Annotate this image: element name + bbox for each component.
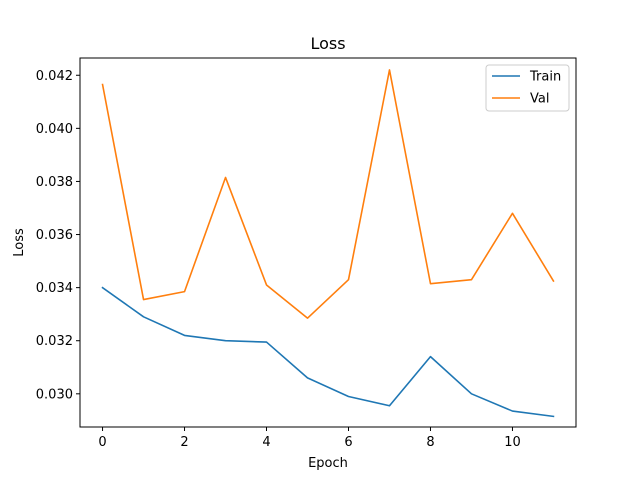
x-axis-label: Epoch	[308, 456, 348, 471]
y-tick-label: 0.034	[36, 281, 73, 296]
x-tick-label: 10	[504, 435, 521, 450]
x-tick-label: 2	[180, 435, 188, 450]
legend-label-train: Train	[529, 70, 561, 85]
chart-title: Loss	[310, 34, 345, 53]
y-tick-label: 0.042	[36, 69, 73, 84]
y-tick-label: 0.040	[36, 122, 73, 137]
x-tick-label: 6	[344, 435, 352, 450]
legend-label-val: Val	[530, 92, 549, 107]
series-line-train	[101, 286, 555, 418]
y-tick-label: 0.036	[36, 228, 73, 243]
y-tick-label: 0.030	[36, 387, 73, 402]
y-tick-label: 0.032	[36, 334, 73, 349]
y-tick-label: 0.038	[36, 175, 73, 190]
series-line-val	[101, 69, 555, 319]
x-axis-ticks: 0 2 4 6 8 10	[98, 427, 521, 450]
y-axis-ticks: 0.030 0.032 0.034 0.036 0.038 0.040 0.042	[36, 69, 80, 402]
legend: Train Val	[485, 64, 570, 112]
x-tick-label: 8	[426, 435, 434, 450]
x-tick-label: 4	[262, 435, 270, 450]
axes-frame	[79, 57, 577, 428]
x-tick-label: 0	[98, 435, 106, 450]
series-group	[101, 69, 555, 418]
plot-area	[79, 57, 577, 428]
y-axis-label: Loss	[12, 228, 27, 257]
